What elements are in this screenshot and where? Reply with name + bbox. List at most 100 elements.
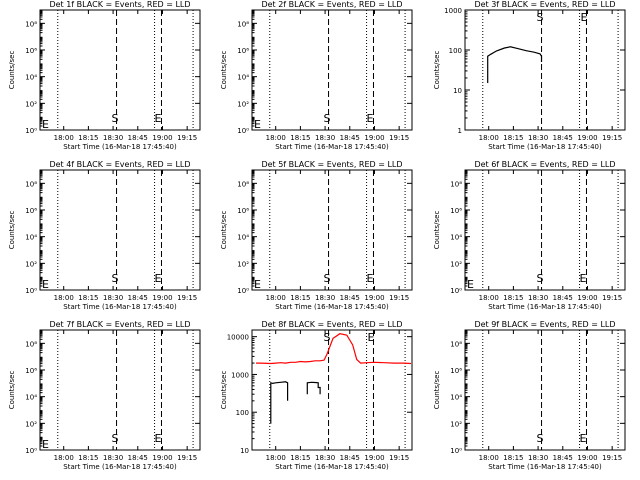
x-tick-label: 19:15 (602, 454, 622, 462)
x-tick-label: 18:45 (340, 294, 360, 302)
x-tick-label: 18:45 (553, 454, 573, 462)
x-tick-label: 18:45 (340, 134, 360, 142)
series-line-black (487, 46, 543, 83)
y-axis-label: Counts/sec (220, 371, 228, 410)
y-tick-label: 10⁰ (450, 287, 462, 295)
y-tick-label: 10² (237, 100, 249, 108)
marker-e: E (154, 432, 161, 445)
y-tick-label: 10² (25, 100, 37, 108)
x-tick-label: 19:15 (177, 134, 197, 142)
marker-s: S (112, 112, 119, 125)
x-tick-label: 18:45 (128, 454, 148, 462)
marker-e: E (42, 278, 49, 291)
chart-panel-det9f: Det 9f BLACK = Events, RED = LLD 18:00 18:… (433, 320, 626, 471)
y-tick-label: 10000 (227, 334, 249, 342)
chart-title: Det 3f BLACK = Events, RED = LLD (474, 0, 615, 9)
x-tick-label: 18:00 (479, 454, 499, 462)
x-tick-label: 18:00 (54, 294, 74, 302)
x-tick-label: 18:00 (266, 134, 286, 142)
x-tick-label: 18:00 (479, 294, 499, 302)
x-tick-label: 18:00 (266, 454, 286, 462)
series-line-black (306, 381, 321, 395)
marker-e: E (580, 11, 587, 24)
y-tick-label: 10⁰ (25, 447, 37, 455)
x-tick-label: 18:30 (103, 134, 123, 142)
chart-panel-det2f: Det 2f BLACK = Events, RED = LLD 18:00 18:… (220, 0, 413, 151)
plot-frame (39, 9, 201, 131)
y-axis-label: Counts/sec (433, 51, 441, 90)
marker-s: S (537, 432, 544, 445)
x-tick-label: 18:30 (528, 134, 548, 142)
chart-panel-det1f: Det 1f BLACK = Events, RED = LLD 18:00 18:… (8, 0, 201, 151)
x-tick-label: 19:00 (364, 454, 384, 462)
y-tick-label: 100 (449, 47, 462, 55)
y-tick-label: 10⁸ (450, 340, 462, 348)
x-tick-label: 18:15 (503, 454, 523, 462)
x-tick-label: 19:00 (364, 294, 384, 302)
x-tick-label: 19:00 (577, 294, 597, 302)
chart-panel-det3f: Det 3f BLACK = Events, RED = LLD 18:00 18:… (433, 0, 626, 151)
y-tick-label: 10⁴ (237, 234, 249, 242)
x-tick-label: 18:00 (479, 134, 499, 142)
y-tick-label: 10⁸ (450, 180, 462, 188)
x-tick-label: 18:45 (128, 294, 148, 302)
y-tick-label: 10² (25, 260, 37, 268)
x-tick-label: 18:15 (78, 294, 98, 302)
plot-frame (464, 169, 626, 291)
y-tick-label: 10⁸ (237, 20, 249, 28)
x-tick-label: 18:30 (315, 454, 335, 462)
y-axis-label: Counts/sec (433, 371, 441, 410)
x-axis-label: Start Time (16-Mar-18 17:45:40) (488, 303, 602, 311)
plot-frame (251, 9, 413, 131)
marker-s: S (537, 272, 544, 285)
chart-panel-det8f: Det 8f BLACK = Events, RED = LLD 18:00 18:… (220, 320, 413, 471)
x-tick-label: 18:30 (315, 134, 335, 142)
x-tick-label: 19:15 (389, 294, 409, 302)
x-tick-label: 18:45 (553, 134, 573, 142)
y-tick-label: 10⁸ (25, 180, 37, 188)
x-tick-label: 18:30 (103, 454, 123, 462)
y-axis-label: Counts/sec (220, 211, 228, 250)
y-axis-label: Counts/sec (220, 51, 228, 90)
marker-e: E (367, 331, 374, 344)
y-tick-label: 1 (458, 127, 462, 135)
y-tick-label: 10² (237, 260, 249, 268)
x-tick-label: 19:00 (577, 134, 597, 142)
x-tick-label: 18:45 (340, 454, 360, 462)
plot-frame (464, 329, 626, 451)
y-tick-label: 10⁶ (237, 207, 249, 215)
marker-e: E (366, 272, 373, 285)
chart-title: Det 8f BLACK = Events, RED = LLD (261, 320, 402, 329)
x-tick-label: 19:15 (389, 454, 409, 462)
chart-title: Det 9f BLACK = Events, RED = LLD (474, 320, 615, 329)
x-tick-label: 19:00 (364, 134, 384, 142)
plot-frame (39, 329, 201, 451)
x-tick-label: 19:00 (152, 294, 172, 302)
plot-frame (251, 329, 413, 451)
y-tick-label: 10² (450, 260, 462, 268)
y-tick-label: 10⁴ (237, 74, 249, 82)
x-tick-label: 18:00 (54, 134, 74, 142)
x-axis-label: Start Time (16-Mar-18 17:45:40) (275, 143, 389, 151)
x-tick-label: 18:30 (528, 454, 548, 462)
marker-s: S (112, 272, 119, 285)
x-tick-label: 18:30 (103, 294, 123, 302)
y-tick-label: 10⁰ (450, 447, 462, 455)
y-tick-label: 10⁶ (25, 47, 37, 55)
chart-panel-det4f: Det 4f BLACK = Events, RED = LLD 18:00 18:… (8, 160, 201, 311)
marker-e: E (254, 118, 261, 131)
y-tick-label: 10⁰ (25, 127, 37, 135)
y-tick-label: 10⁸ (25, 340, 37, 348)
marker-e: E (579, 272, 586, 285)
y-tick-label: 10⁸ (25, 20, 37, 28)
plot-frame (39, 169, 201, 291)
x-axis-label: Start Time (16-Mar-18 17:45:40) (63, 463, 177, 471)
x-axis-label: Start Time (16-Mar-18 17:45:40) (63, 143, 177, 151)
x-axis-label: Start Time (16-Mar-18 17:45:40) (488, 463, 602, 471)
x-tick-label: 19:15 (602, 134, 622, 142)
y-tick-label: 10⁴ (25, 234, 37, 242)
chart-panel-det7f: Det 7f BLACK = Events, RED = LLD 18:00 18:… (8, 320, 201, 471)
marker-s: S (112, 432, 119, 445)
x-tick-label: 19:00 (152, 454, 172, 462)
x-axis-label: Start Time (16-Mar-18 17:45:40) (275, 463, 389, 471)
